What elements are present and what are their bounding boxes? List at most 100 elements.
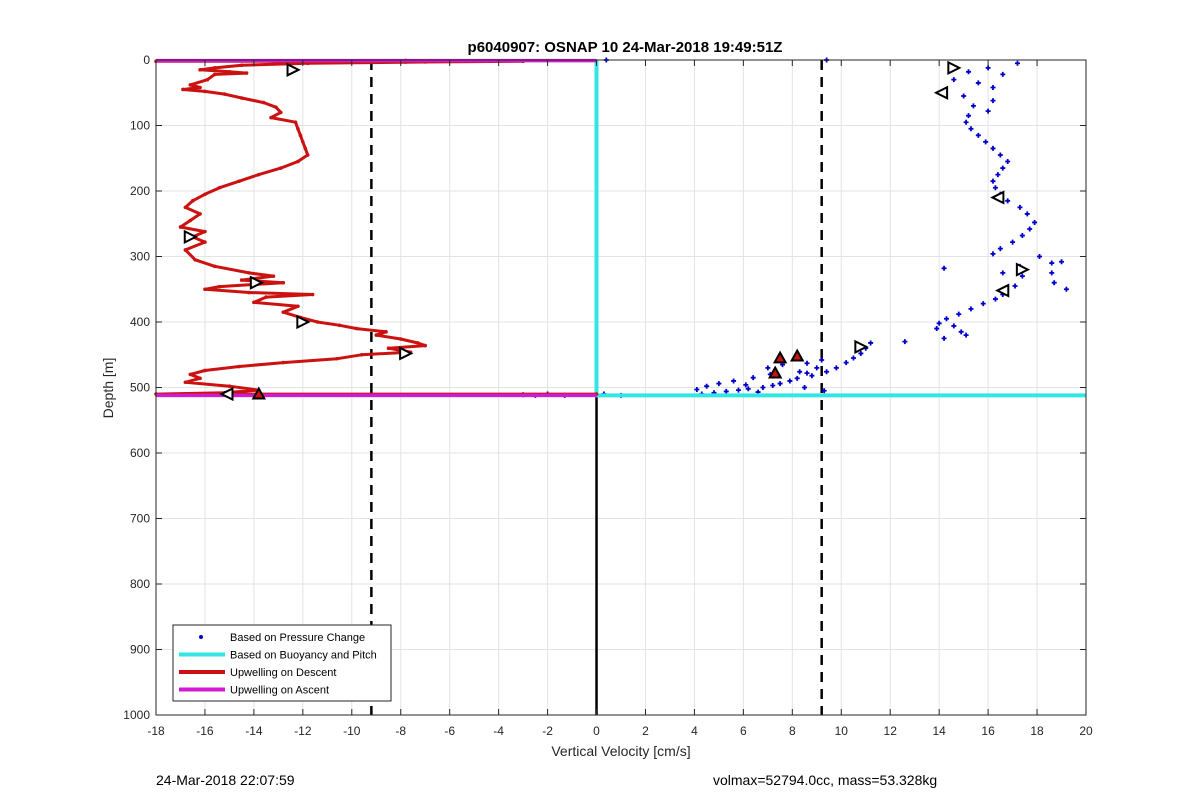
descent-upwelling-point — [315, 320, 320, 324]
descent-upwelling-point — [298, 133, 303, 138]
pressure-velocity-point — [1024, 211, 1030, 217]
pressure-velocity-point — [997, 152, 1003, 158]
pressure-velocity-point — [1049, 260, 1055, 266]
pressure-velocity-point — [1014, 60, 1020, 66]
y-tick-label: 100 — [130, 119, 150, 133]
y-tick-label: 600 — [130, 446, 150, 460]
descent-upwelling-point — [354, 326, 359, 331]
descent-upwelling-point — [198, 212, 202, 216]
descent-upwelling-point — [212, 66, 217, 70]
pressure-velocity-point — [983, 139, 989, 145]
pressure-velocity-point — [804, 370, 810, 376]
descent-upwelling-point — [178, 225, 183, 229]
x-tick-label: -10 — [343, 724, 361, 738]
pressure-velocity-point — [968, 306, 974, 312]
legend-swatch-dot — [199, 635, 203, 639]
pressure-velocity-point — [990, 145, 996, 151]
descent-upwelling-point — [305, 153, 310, 157]
y-tick-label: 300 — [130, 250, 150, 264]
pressure-velocity-point — [968, 126, 974, 132]
pressure-velocity-point — [1032, 219, 1038, 225]
descent-upwelling-point — [203, 192, 207, 197]
pressure-velocity-point — [1051, 280, 1057, 286]
footer-info: volmax=52794.0cc, mass=53.328kg — [713, 772, 938, 788]
descent-upwelling-point — [217, 185, 222, 190]
descent-upwelling-point — [261, 100, 266, 105]
legend: Based on Pressure Change Based on Buoyanc… — [172, 624, 392, 702]
pressure-velocity-point — [961, 93, 967, 99]
descent-upwelling-point — [239, 278, 244, 282]
descent-upwelling-point — [183, 205, 188, 210]
descent-upwelling-point — [274, 105, 278, 109]
pressure-velocity-point — [760, 385, 766, 390]
pressure-velocity-point — [1019, 233, 1025, 239]
triangle-up-marker — [767, 365, 783, 379]
pressure-velocity-point — [794, 375, 800, 381]
descent-upwelling-point — [198, 68, 202, 72]
pressure-velocity-point — [802, 385, 808, 390]
pressure-velocity-point — [958, 329, 964, 335]
descent-upwelling-point — [183, 248, 188, 252]
pressure-velocity-point — [777, 381, 783, 387]
triangle-right-marker — [1015, 262, 1031, 277]
x-tick-label: -4 — [493, 724, 504, 738]
y-tick-label: 1000 — [123, 708, 150, 722]
descent-upwelling-point — [188, 83, 193, 87]
descent-upwelling-point — [386, 346, 391, 351]
pressure-velocity-point — [745, 386, 751, 392]
pressure-velocity-point — [970, 103, 976, 109]
descent-upwelling-point — [374, 333, 379, 337]
descent-upwelling-point — [203, 229, 207, 234]
descent-upwelling-point — [256, 172, 261, 177]
pressure-velocity-point — [821, 388, 827, 394]
triangle-up-marker — [790, 348, 805, 362]
pressure-velocity-point — [704, 383, 710, 389]
x-tick-label: 8 — [789, 724, 796, 738]
pressure-velocity-point — [765, 365, 771, 371]
triangle-right-marker — [183, 229, 198, 244]
pressure-velocity-point — [992, 296, 998, 302]
pressure-velocity-point — [858, 350, 864, 356]
x-tick-label: 2 — [642, 724, 649, 738]
triangle-left-marker — [995, 283, 1010, 298]
pressure-velocity-point — [975, 80, 981, 86]
pressure-velocity-point — [1027, 226, 1033, 232]
pressure-velocity-point — [985, 108, 991, 114]
y-tick-label: 800 — [130, 577, 150, 591]
descent-upwelling-point — [205, 77, 210, 82]
pressure-velocity-point — [934, 326, 940, 332]
descent-upwelling-point — [281, 280, 286, 285]
x-tick-label: -6 — [444, 724, 455, 738]
pressure-velocity-point — [995, 172, 1001, 178]
descent-upwelling-point — [271, 274, 276, 278]
pressure-velocity-point — [944, 316, 949, 322]
x-tick-label: -2 — [542, 724, 553, 738]
pressure-velocity-point — [735, 387, 741, 393]
pressure-velocity-point — [1000, 165, 1006, 171]
pressure-velocity-point — [966, 113, 972, 119]
descent-upwelling-point — [296, 126, 300, 131]
pressure-velocity-point — [990, 98, 996, 104]
pressure-velocity-point — [941, 265, 947, 271]
pressure-velocity-point — [990, 85, 996, 91]
pressure-velocity-point — [833, 365, 839, 371]
pressure-velocity-point — [1059, 259, 1065, 265]
descent-upwelling-point — [212, 72, 217, 77]
x-tick-label: -12 — [294, 724, 312, 738]
descent-upwelling-point — [183, 380, 188, 385]
pressure-velocity-point — [990, 251, 996, 257]
descent-upwelling-point — [190, 199, 195, 203]
pressure-velocity-point — [743, 382, 749, 388]
descent-upwelling-point — [247, 271, 251, 275]
descent-upwelling-point — [203, 240, 207, 244]
reference-lines — [370, 60, 823, 715]
legend-label: Upwelling on Ascent — [230, 685, 329, 697]
triangle-up-marker — [251, 386, 266, 400]
descent-upwelling-point — [181, 87, 185, 92]
pressure-velocity-point — [1012, 283, 1018, 289]
descent-upwelling-point — [310, 292, 315, 297]
pressure-velocity-point — [1005, 198, 1011, 204]
descent-upwelling-point — [198, 85, 202, 90]
descent-upwelling-point — [237, 179, 242, 183]
x-tick-label: -18 — [147, 724, 165, 738]
